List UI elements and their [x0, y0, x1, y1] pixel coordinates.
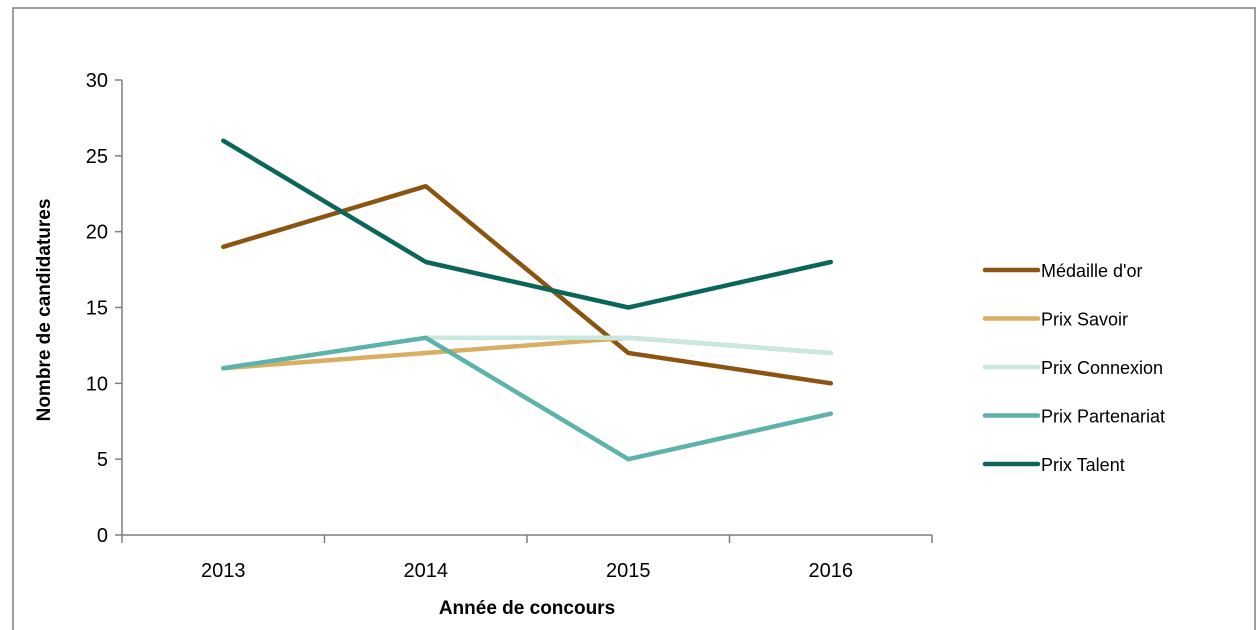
y-axis-title: Nombre de candidatures: [34, 199, 55, 422]
series-line-4: [221, 335, 834, 462]
x-tick-label: 2013: [201, 560, 246, 582]
y-tick-label: 5: [97, 449, 108, 471]
series-line-5: [221, 138, 834, 310]
y-tick-label: 25: [86, 146, 108, 168]
x-tick-label: 2014: [404, 560, 449, 582]
legend-label: Prix Partenariat: [1041, 407, 1165, 427]
y-tick-label: 10: [86, 373, 108, 395]
series-line-1: [221, 183, 834, 386]
axes: 0 5 10 15 20 25 30 2013 2014 2015 2016: [86, 70, 933, 582]
legend-label: Médaille d'or: [1041, 261, 1143, 281]
legend-label: Prix Connexion: [1041, 358, 1163, 378]
series-layer: [221, 138, 834, 462]
legend-label: Prix Savoir: [1041, 310, 1128, 330]
legend-label: Prix Talent: [1041, 455, 1125, 475]
y-tick-label: 15: [86, 298, 108, 320]
x-tick-label: 2016: [809, 560, 854, 582]
legend: Médaille d'or Prix Savoir Prix Connexion Pr…: [982, 261, 1165, 475]
y-tick-label: 0: [97, 525, 108, 547]
x-tick-label: 2015: [606, 560, 651, 582]
chart-border: [12, 7, 1256, 630]
y-tick-label: 30: [86, 70, 108, 92]
x-axis-title: Année de concours: [439, 598, 615, 619]
y-tick-label: 20: [86, 222, 108, 244]
